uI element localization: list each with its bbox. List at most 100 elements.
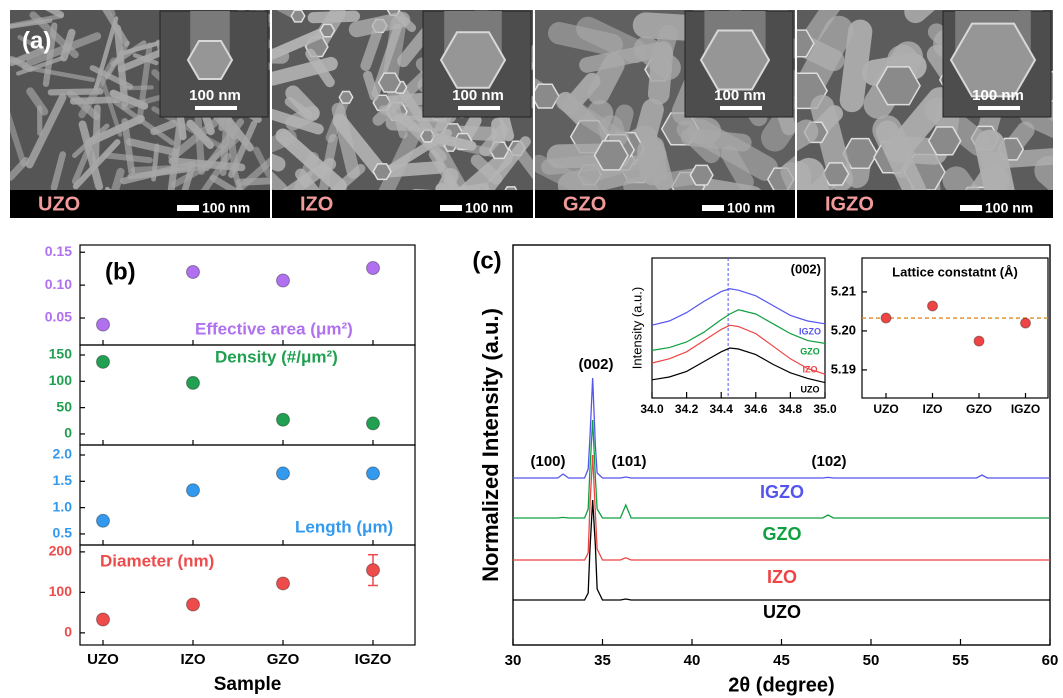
sem-facet — [797, 29, 815, 58]
data-point — [96, 513, 110, 528]
sem-rod — [272, 25, 333, 61]
sem-rod — [85, 114, 145, 147]
y-tick-label: 0.15 — [45, 243, 72, 259]
sem-facet — [689, 164, 714, 186]
sample-label: GZO — [563, 193, 606, 215]
sem-rod — [782, 69, 795, 101]
y-tick-label: 150 — [49, 346, 73, 362]
x-tick-label: 34.4 — [710, 402, 734, 416]
data-point — [366, 466, 380, 481]
sem-rod — [26, 32, 102, 67]
sem-rod — [839, 19, 873, 113]
sem-rod — [236, 177, 270, 186]
x-tick-label: 30 — [505, 652, 522, 669]
inset-scale-label: 100 nm — [972, 87, 1024, 104]
plot-frame — [861, 257, 1049, 399]
sem-rod — [875, 120, 927, 203]
inset-scale-bar — [720, 106, 762, 110]
data-point — [276, 576, 290, 591]
sem-facet — [927, 126, 962, 156]
data-point — [366, 563, 380, 578]
data-point — [1020, 317, 1031, 329]
scale-bar — [702, 205, 724, 211]
sem-rod — [112, 98, 175, 146]
sem-rod — [127, 166, 192, 180]
sem-rod — [10, 47, 45, 67]
y-tick-label: 5.20 — [831, 322, 856, 337]
data-point — [186, 375, 200, 390]
sample-label: UZO — [38, 193, 80, 215]
sem-rod — [609, 104, 634, 147]
scale-bar — [960, 205, 982, 211]
sem-image: 100 nm UZO 100 nm — [10, 10, 270, 218]
data-point — [973, 335, 985, 347]
sem-rod — [17, 35, 45, 53]
sem-rod — [10, 111, 27, 167]
sem-rod — [69, 96, 122, 105]
sem-rod — [801, 10, 840, 48]
x-tick-label: 34.0 — [640, 402, 664, 416]
series-label: IZO — [767, 567, 797, 587]
x-axis-label: 2θ (degree) — [728, 674, 834, 696]
series-label: IZO — [803, 364, 818, 374]
sem-rod — [10, 18, 53, 29]
y-tick-label: 1.5 — [53, 472, 73, 488]
panel-label: (a) — [22, 27, 51, 54]
x-tick-label: 34.8 — [779, 402, 803, 416]
sem-rod — [93, 16, 119, 91]
sem-rod — [363, 70, 379, 101]
sem-facet — [338, 90, 354, 104]
x-tick-label: 35 — [594, 652, 611, 669]
x-axis-label: Sample — [214, 674, 282, 695]
data-point — [366, 261, 380, 276]
x-tick-label: IZO — [181, 651, 206, 668]
y-tick-label: 5.21 — [831, 283, 856, 298]
data-point — [366, 416, 380, 431]
y-tick-label: 0.5 — [53, 525, 73, 541]
panel-annotation: Density (#/μm²) — [215, 347, 338, 366]
panel-annotation: Diameter (nm) — [100, 551, 214, 570]
sem-rod — [89, 65, 134, 90]
panel-label: (c) — [472, 247, 501, 274]
sem-rod — [284, 96, 313, 120]
inset-scale-label: 100 nm — [714, 87, 766, 104]
sem-rod — [587, 53, 625, 105]
y-tick-label: 2.0 — [53, 446, 73, 462]
sem-rod — [623, 167, 710, 195]
x-tick-label: 34.6 — [744, 402, 768, 416]
y-tick-label: 0.10 — [45, 276, 72, 292]
sem-rod — [676, 120, 721, 164]
x-tick-label: GZO — [966, 402, 992, 416]
scale-bar — [440, 205, 462, 211]
subplot-frame — [79, 544, 416, 646]
inset-hexagon — [949, 22, 1037, 98]
data-point — [276, 273, 290, 288]
scale-label: 100 nm — [985, 200, 1033, 216]
scale-label: 100 nm — [465, 200, 513, 216]
sem-rod — [130, 163, 210, 174]
label-bar — [10, 190, 270, 218]
data-point — [276, 412, 290, 427]
inset-hexagon — [186, 39, 234, 81]
series-label: GZO — [800, 346, 820, 356]
sem-facet — [319, 23, 336, 38]
sem-facet — [290, 10, 306, 23]
sem-rod — [974, 129, 1017, 213]
data-point — [96, 354, 110, 369]
sem-rod — [150, 119, 178, 136]
sem-facet — [372, 163, 392, 181]
plot-frame — [651, 257, 826, 399]
x-tick-label: UZO — [87, 651, 119, 668]
data-point — [96, 317, 110, 332]
series-label: UZO — [763, 602, 801, 622]
sem-rod — [307, 10, 361, 24]
series-line — [513, 454, 1050, 561]
sem-rod — [110, 167, 125, 196]
series-label: UZO — [801, 384, 820, 394]
label-bar — [797, 190, 1053, 218]
sem-rod — [113, 24, 129, 107]
x-tick-label: 60 — [1042, 652, 1059, 669]
sem-facet — [875, 66, 921, 106]
sem-rod — [126, 138, 179, 157]
peak-label: (002) — [578, 356, 613, 373]
